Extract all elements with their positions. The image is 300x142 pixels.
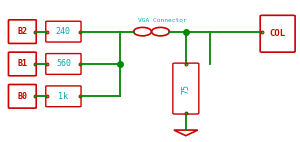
Text: B2: B2 bbox=[17, 27, 27, 36]
Text: 240: 240 bbox=[56, 27, 71, 36]
FancyBboxPatch shape bbox=[173, 63, 199, 114]
Text: B0: B0 bbox=[17, 92, 27, 101]
Text: 1k: 1k bbox=[58, 92, 68, 101]
Text: COL: COL bbox=[270, 29, 286, 38]
Text: 75: 75 bbox=[181, 84, 190, 94]
Text: B1: B1 bbox=[17, 59, 27, 68]
Text: 560: 560 bbox=[56, 59, 71, 68]
Text: VGA Connector: VGA Connector bbox=[138, 18, 187, 23]
